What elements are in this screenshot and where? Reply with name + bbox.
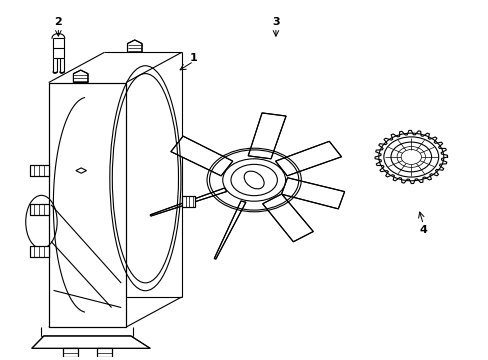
Polygon shape — [30, 165, 49, 176]
Polygon shape — [73, 70, 88, 82]
Polygon shape — [248, 113, 285, 159]
Ellipse shape — [223, 159, 285, 201]
Text: 3: 3 — [271, 17, 279, 27]
Polygon shape — [127, 40, 142, 53]
Polygon shape — [281, 178, 344, 209]
Polygon shape — [170, 136, 232, 176]
Text: 1: 1 — [189, 53, 197, 63]
Polygon shape — [63, 348, 78, 357]
Polygon shape — [97, 348, 111, 357]
Polygon shape — [32, 336, 150, 348]
Polygon shape — [150, 188, 226, 216]
Polygon shape — [262, 194, 313, 242]
Text: 2: 2 — [54, 17, 62, 27]
Polygon shape — [214, 201, 245, 259]
Text: 4: 4 — [419, 225, 427, 235]
Ellipse shape — [230, 165, 277, 195]
Polygon shape — [181, 196, 195, 207]
Polygon shape — [275, 141, 341, 176]
Polygon shape — [30, 246, 49, 257]
Polygon shape — [30, 204, 49, 215]
Polygon shape — [49, 82, 126, 327]
